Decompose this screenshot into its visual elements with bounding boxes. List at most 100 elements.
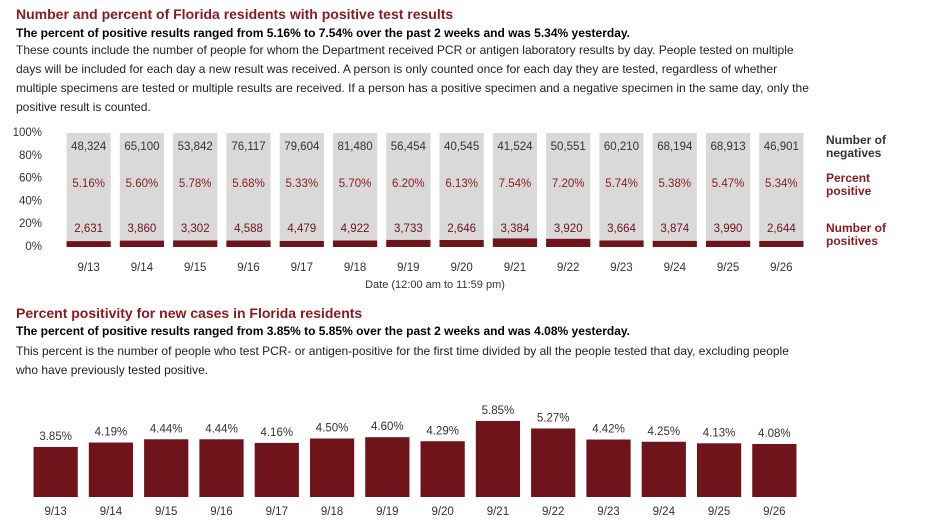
x-tick-label: 9/20 (450, 262, 472, 274)
data-label: 53,842 (178, 141, 213, 153)
data-label: 4,479 (287, 223, 316, 235)
chart-description: These counts include the number of peopl… (16, 43, 809, 114)
chart-subtitle: The percent of positive results ranged f… (16, 324, 631, 338)
data-label: 5.34% (765, 178, 798, 190)
data-label: 41,524 (497, 141, 533, 153)
data-label: 50,551 (551, 141, 586, 153)
bar (309, 438, 355, 497)
data-label: 5.74% (605, 178, 638, 190)
data-label: 79,604 (284, 141, 320, 153)
data-label: 2,646 (447, 223, 476, 235)
bar (475, 420, 521, 497)
x-tick-label: 9/19 (376, 506, 398, 518)
data-label: 4.13% (703, 427, 736, 439)
data-label: 68,194 (657, 141, 693, 153)
data-label: 4.42% (592, 424, 625, 436)
x-tick-label: 9/15 (184, 262, 206, 274)
y-tick-label: 100% (13, 127, 42, 139)
x-tick-label: 9/25 (717, 262, 739, 274)
x-tick-label: 9/20 (431, 506, 453, 518)
legend-label: Number of positives (826, 221, 886, 248)
data-label: 3,990 (714, 223, 743, 235)
data-label: 3.85% (39, 431, 72, 443)
data-label: 5.16% (72, 178, 105, 190)
data-label: 5.27% (537, 413, 570, 425)
bar-segment (652, 133, 697, 241)
data-label: 3,733 (394, 223, 423, 235)
x-tick-label: 9/26 (770, 262, 792, 274)
x-tick-label: 9/25 (708, 506, 730, 518)
data-label: 5.60% (126, 178, 159, 190)
bar-segment (492, 238, 538, 247)
data-label: 48,324 (71, 141, 107, 153)
bar-segment (386, 133, 431, 240)
data-label: 4.25% (647, 426, 680, 438)
data-label: 5.33% (285, 178, 318, 190)
data-label: 5.47% (712, 178, 745, 190)
data-label: 4,588 (234, 223, 263, 235)
x-tick-label: 9/24 (653, 506, 676, 518)
bar-segment (599, 240, 644, 247)
x-tick-label: 9/26 (763, 506, 785, 518)
data-label: 4.44% (150, 423, 183, 435)
x-tick-label: 9/14 (100, 506, 123, 518)
y-tick-label: 80% (19, 150, 42, 162)
data-label: 3,384 (501, 223, 530, 235)
bar-segment (173, 240, 218, 247)
x-tick-label: 9/23 (610, 262, 632, 274)
bar-segment (546, 238, 591, 247)
bar-segment (759, 133, 804, 241)
data-label: 60,210 (604, 141, 639, 153)
x-tick-label: 9/22 (557, 262, 579, 274)
x-tick-label: 9/23 (597, 506, 619, 518)
x-tick-label: 9/19 (397, 262, 419, 274)
data-label: 2,631 (74, 223, 103, 235)
data-label: 5.38% (658, 178, 691, 190)
x-tick-label: 9/13 (44, 506, 66, 518)
x-tick-label: 9/15 (155, 506, 177, 518)
bar (420, 441, 465, 497)
bar-segment (439, 240, 484, 247)
bar-segment (66, 133, 111, 242)
chart-subtitle: The percent of positive results ranged f… (16, 26, 631, 40)
y-tick-label: 60% (19, 173, 42, 185)
chart-title: Number and percent of Florida residents … (16, 6, 454, 22)
chart-description: This percent is the number of people who… (16, 344, 789, 377)
bar-segment (173, 133, 218, 241)
x-tick-label: 9/21 (504, 262, 526, 274)
bar (33, 446, 78, 497)
legend-label: Percent positive (826, 171, 872, 198)
data-label: 81,480 (337, 141, 372, 153)
bar (199, 439, 244, 497)
data-label: 4.19% (95, 427, 128, 439)
data-label: 3,874 (660, 223, 689, 235)
x-tick-label: 9/18 (321, 506, 343, 518)
bar-segment (599, 133, 644, 241)
bar-segment (386, 239, 431, 247)
bar-segment (66, 241, 111, 247)
x-tick-label: 9/13 (77, 262, 99, 274)
data-label: 5.85% (482, 405, 515, 417)
data-label: 3,860 (128, 223, 157, 235)
data-label: 3,302 (181, 223, 210, 235)
data-label: 4.08% (758, 428, 791, 440)
bar-segment (705, 133, 751, 241)
bar (88, 442, 134, 497)
data-label: 40,545 (444, 141, 479, 153)
data-label: 7.20% (552, 178, 585, 190)
x-tick-label: 9/16 (210, 506, 232, 518)
bar-segment (332, 240, 378, 247)
data-label: 2,644 (767, 223, 796, 235)
data-label: 65,100 (124, 141, 159, 153)
data-label: 4,922 (341, 223, 370, 235)
bar (531, 428, 576, 497)
chart: 3.85% 9/13 4.19% 9/14 4.44% 9/15 4.44% 9/16 4.16… (33, 405, 797, 518)
legend-label: Number of negatives (826, 133, 886, 160)
bar-segment (652, 240, 697, 247)
bar-segment (119, 133, 165, 241)
x-tick-label: 9/18 (344, 262, 366, 274)
data-label: 3,920 (554, 223, 583, 235)
data-label: 5.70% (339, 178, 372, 190)
data-label: 4.50% (316, 423, 349, 435)
